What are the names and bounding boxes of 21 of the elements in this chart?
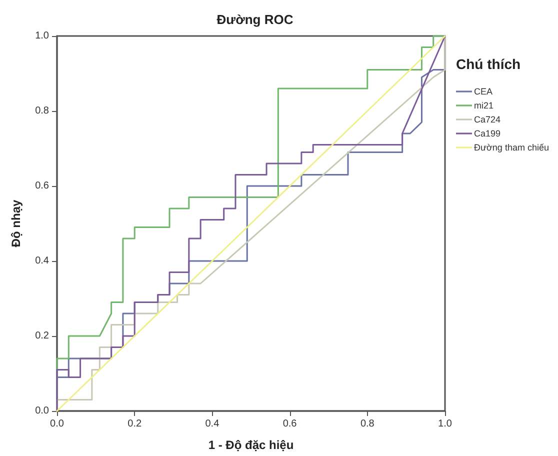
x-tick-label: 0.8 (360, 418, 375, 430)
x-tick-label: 0.4 (205, 418, 220, 430)
legend-label: CEA (474, 86, 493, 96)
x-tick-label: 0.0 (50, 418, 64, 430)
legend-label: Ca199 (474, 128, 501, 138)
x-tick-label: 0.6 (282, 418, 298, 430)
x-tick-label: 0.2 (128, 418, 142, 430)
x-tick-label: 1.0 (438, 418, 452, 430)
legend-label: Ca724 (474, 114, 501, 124)
y-tick-label: 0.2 (35, 330, 50, 342)
y-axis-title: Độ nhạy (9, 200, 23, 248)
y-tick-label: 1.0 (35, 30, 50, 42)
legend-title: Chú thích (456, 56, 521, 72)
y-tick-label: 0.6 (35, 180, 50, 192)
y-tick-label: 0.8 (35, 106, 50, 116)
legend-label: Đường tham chiếu (474, 142, 549, 152)
chart-title: Đường ROC (216, 12, 294, 27)
legend-label: mi21 (474, 100, 494, 110)
y-tick-label: 0.0 (35, 406, 50, 416)
x-axis-title: 1 - Độ đặc hiệu (208, 438, 294, 452)
y-tick-label: 0.4 (35, 256, 50, 266)
